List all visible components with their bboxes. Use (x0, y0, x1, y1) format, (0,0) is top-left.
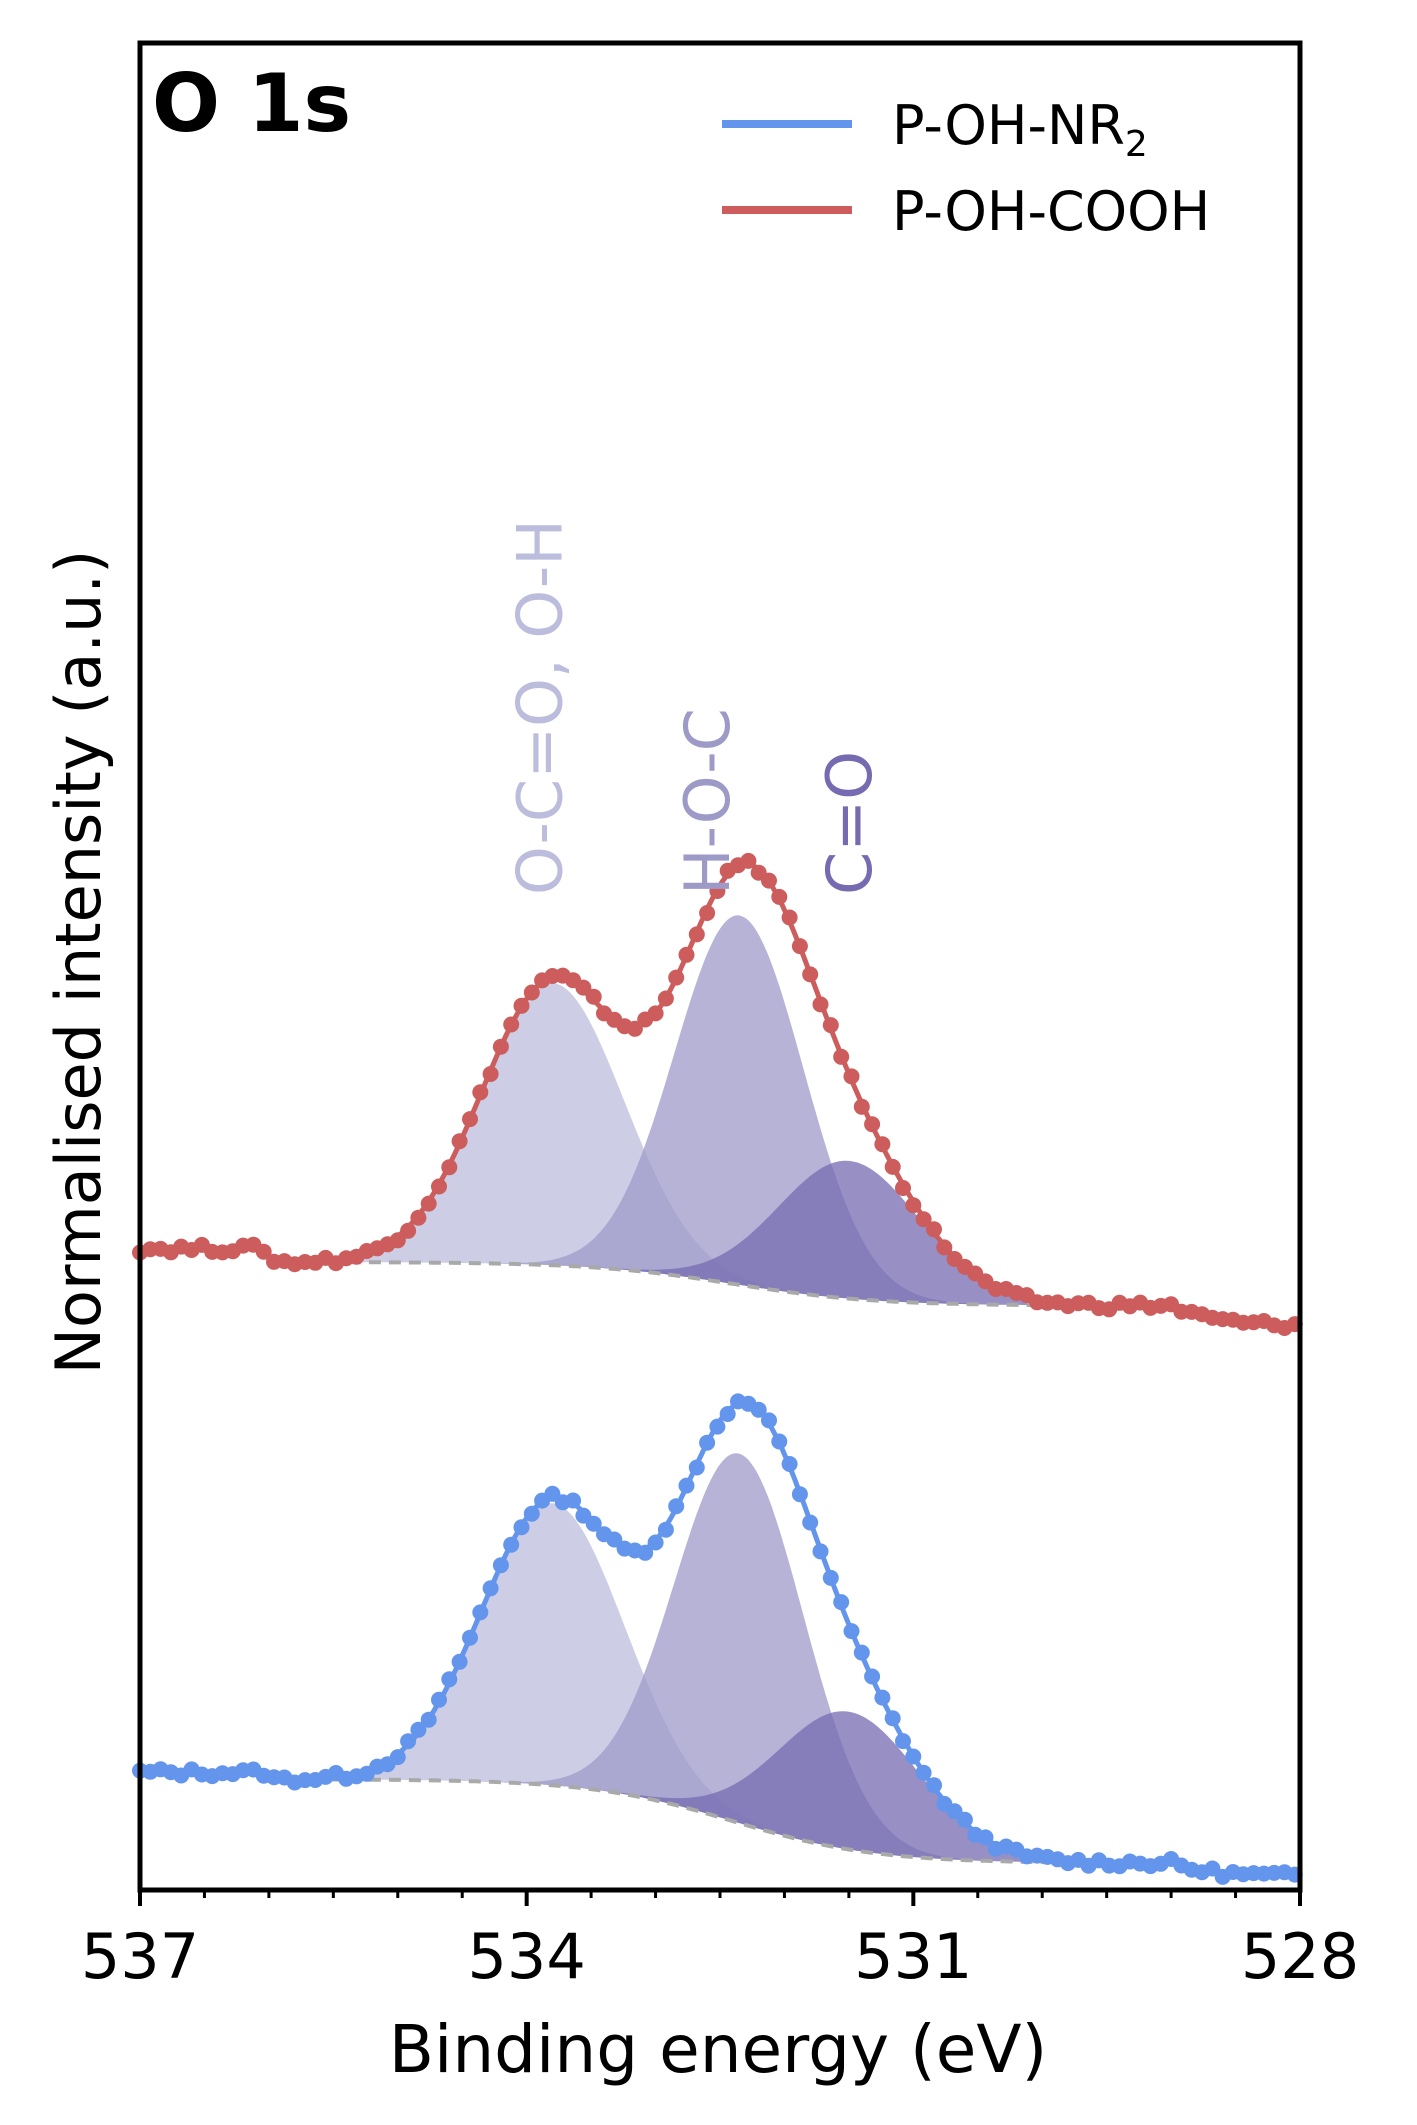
legend-label: P-OH-NR2 (892, 94, 1148, 165)
legend-label: P-OH-COOH (892, 180, 1210, 243)
baseline (268, 1260, 1172, 1308)
x-axis-label: Binding energy (eV) (389, 2011, 1048, 2088)
fit-line (268, 861, 1172, 1309)
y-axis-label: Normalised intensity (a.u.) (42, 550, 115, 1375)
panel-label: O 1s (152, 57, 351, 150)
x-tick-label: 537 (81, 1920, 199, 1993)
component-fill (268, 1160, 1172, 1306)
peak-label: H-O-C (671, 708, 744, 895)
x-tick-label: 534 (467, 1920, 585, 1993)
peak-label: C=O (813, 751, 886, 895)
peak-label: O-C=O, O-H (504, 519, 577, 895)
fit-line (268, 1400, 1172, 1866)
legend-subscript: 2 (1125, 124, 1148, 165)
fit-lines (268, 861, 1172, 1866)
component-fill (268, 915, 1172, 1306)
data-point (400, 1222, 417, 1239)
component-fill (268, 1711, 1172, 1863)
component-fill (268, 1453, 1172, 1863)
x-tick-label: 531 (854, 1920, 972, 1993)
x-tick-label: 528 (1241, 1920, 1359, 1993)
data-point (585, 988, 602, 1005)
x-axis-ticks: 537 534 531 528 (81, 1890, 1359, 1993)
baseline-lines (268, 1260, 1172, 1865)
data-point (255, 1243, 272, 1260)
peak-labels: O-C=O, O-H H-O-C C=O (504, 519, 886, 895)
component-fills (268, 915, 1172, 1863)
baseline (268, 1777, 1172, 1865)
legend: P-OH-NR2 P-OH-COOH (722, 94, 1210, 243)
